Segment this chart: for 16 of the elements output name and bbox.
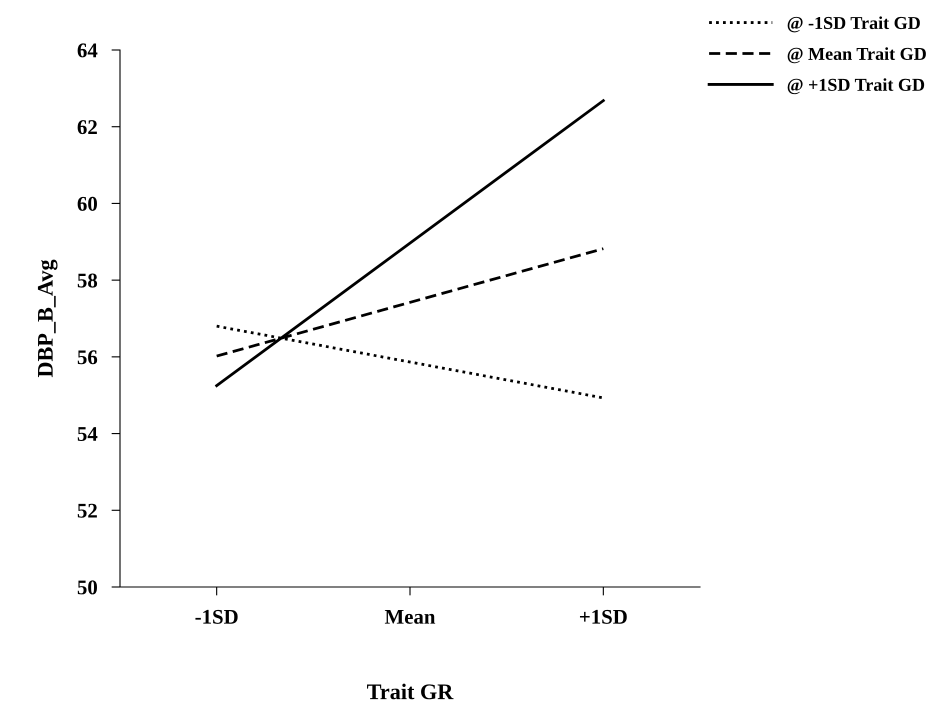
x-tick-label: Mean — [384, 610, 436, 624]
x-tick-label: -1SD — [195, 610, 238, 624]
y-tick-label: 64 — [78, 43, 98, 58]
y-axis-title: DBP_B_Avg — [38, 260, 58, 378]
y-tick-label: 62 — [78, 120, 97, 134]
y-tick-label: 60 — [78, 196, 97, 211]
y-tick-label: 56 — [78, 350, 98, 364]
y-tick-label: 52 — [78, 504, 97, 518]
legend-label: @ Mean Trait GD — [788, 47, 926, 64]
y-tick-label: 58 — [78, 274, 98, 288]
x-axis-title: Trait GR — [367, 684, 454, 700]
legend-label: @ +1SD Trait GD — [788, 78, 924, 94]
legend-label: @ -1SD Trait GD — [788, 16, 920, 32]
x-tick-label: +1SD — [580, 610, 627, 624]
y-tick-label: 50 — [78, 580, 97, 594]
y-tick-label: 54 — [78, 427, 98, 442]
